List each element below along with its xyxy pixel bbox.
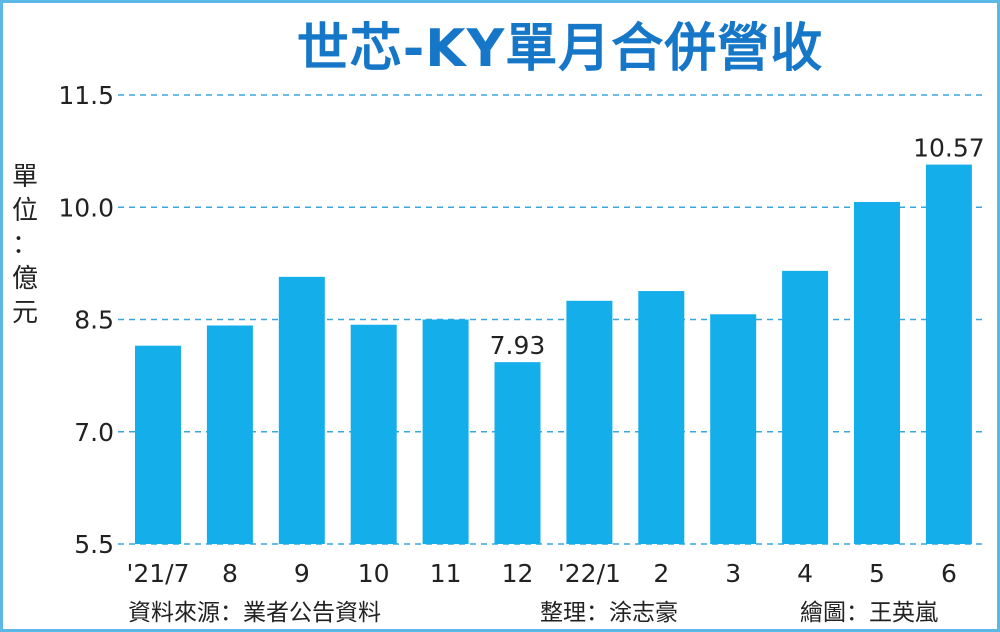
label-layer: 5.5 7.0 8.5 10.0 11.5 '21/7 8 9 10 11 12 7.93 '22/1 2… [58, 81, 984, 588]
bar [710, 314, 757, 544]
x-tick-label: 2 [653, 559, 669, 588]
y-tick-label: 11.5 [58, 81, 114, 110]
y-tick-label: 7.0 [74, 418, 114, 447]
data-label: 10.57 [913, 134, 985, 163]
unit-char: 位 [11, 196, 38, 226]
grid-layer [118, 94, 985, 545]
x-tick-label: 11 [430, 559, 462, 588]
x-tick-label: 8 [222, 559, 238, 588]
x-tick-label: 5 [869, 559, 885, 588]
x-tick-label: 4 [797, 559, 813, 588]
unit-label: 單 位 ： 億 元 [10, 160, 40, 330]
bar [278, 276, 325, 544]
bar [854, 202, 900, 545]
source-note: 資料來源：業者公告資料 [128, 600, 381, 626]
chart-title: 世芯-KY單月合併營收 [296, 19, 824, 79]
bar [494, 362, 541, 544]
unit-char: ： [11, 230, 38, 260]
x-tick-label: '22/1 [558, 559, 621, 588]
x-tick-label: 3 [725, 559, 741, 588]
bar [206, 325, 253, 544]
y-tick-label: 10.0 [58, 193, 114, 222]
bar [925, 164, 972, 544]
x-tick-label: 12 [502, 559, 534, 588]
bar [422, 319, 469, 544]
bar [638, 291, 685, 544]
data-label: 7.93 [490, 331, 546, 360]
x-tick-label: 9 [294, 559, 310, 588]
x-tick-label: '21/7 [126, 559, 189, 588]
unit-char: 億 [11, 264, 38, 294]
bar [782, 270, 829, 544]
bar [350, 324, 397, 544]
x-tick-label: 6 [941, 559, 957, 588]
bar [566, 300, 613, 544]
y-tick-label: 5.5 [74, 530, 114, 559]
bar [135, 345, 181, 544]
bar-layer [135, 164, 972, 545]
y-tick-label: 8.5 [74, 306, 114, 335]
x-tick-label: 10 [358, 559, 390, 588]
illustrator-note: 繪圖：王英嵐 [800, 600, 938, 626]
unit-char: 單 [11, 162, 38, 192]
unit-char: 元 [11, 298, 38, 328]
compiler-note: 整理：涂志豪 [540, 600, 678, 626]
